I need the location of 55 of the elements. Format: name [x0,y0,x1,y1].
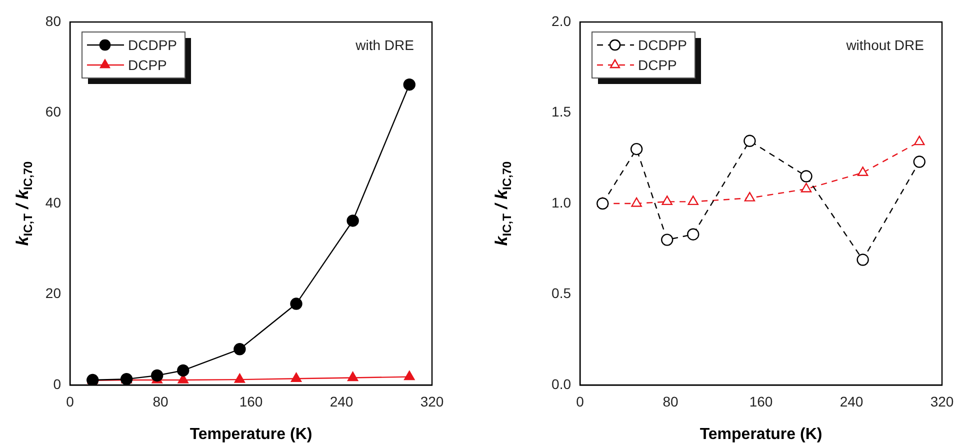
y-tick-label: 1.0 [552,194,572,210]
x-tick-label: 80 [152,393,168,410]
point [744,192,756,202]
x-tick-label: 160 [749,393,773,410]
point [687,228,700,240]
x-tick-label: 240 [330,393,354,410]
y-tick-label: 0.0 [552,376,572,392]
point [662,196,672,206]
point [857,166,868,176]
legend-label: DCPP [128,56,167,73]
point [800,182,812,192]
x-tick-label: 160 [239,393,263,410]
legend-label: DCDPP [638,36,688,53]
point [403,78,416,91]
x-axis-title: Temperature (K) [190,426,312,443]
y-tick-label: 40 [45,194,62,210]
point [234,343,246,356]
y-tick-label: 0 [53,376,62,392]
x-axis-title: Temperature (K) [700,426,822,443]
y-tick-label: 20 [45,285,62,302]
legend-label: DCPP [638,56,677,73]
y-tick-label: 2.0 [552,12,572,29]
y-tick-label: 60 [45,104,62,120]
point [630,142,643,156]
x-tick-label: 80 [662,393,678,410]
point [151,369,164,382]
annotation: without DRE [845,36,924,53]
y-axis-title: kIC,T / kIC,70 [492,160,514,246]
y-axis-title: kIC,T / kIC,70 [13,160,35,246]
point [744,134,756,147]
point [290,372,302,382]
y-tick-label: 80 [45,12,62,29]
y-tick-label: 0.5 [552,285,572,302]
x-tick-label: 320 [930,393,954,410]
legend-label: DCDPP [128,36,178,53]
point [177,364,190,377]
point [856,254,869,266]
x-tick-label: 0 [576,393,584,410]
point [661,234,674,246]
x-tick-label: 240 [840,393,864,410]
point [800,170,812,182]
point [688,196,698,206]
x-tick-label: 0 [66,393,74,410]
annotation: with DRE [354,36,414,53]
y-tick-label: 1.5 [552,104,572,120]
point [404,370,415,380]
point [596,197,609,210]
point [346,214,359,227]
point [913,156,926,168]
x-tick-label: 320 [420,393,444,410]
point [631,197,642,207]
point [347,372,358,382]
point [290,298,302,310]
point [914,136,925,146]
point [234,373,246,383]
